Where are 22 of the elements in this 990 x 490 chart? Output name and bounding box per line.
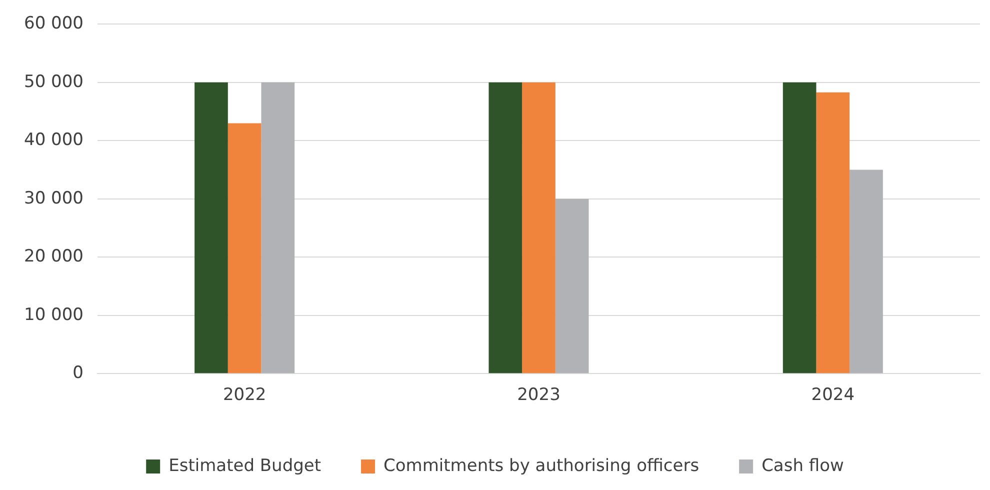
y-tick-label: 10 000	[24, 304, 84, 325]
bar	[194, 82, 228, 374]
bar	[488, 82, 522, 374]
bar	[555, 198, 589, 374]
y-tick-label: 0	[72, 363, 84, 384]
y-tick-label: 30 000	[24, 188, 84, 208]
legend-label: Commitments by authorising officers	[384, 456, 700, 476]
bar	[228, 123, 262, 374]
x-tick-label: 2022	[222, 385, 266, 406]
y-tick-label: 20 000	[24, 246, 84, 267]
y-tick-label: 50 000	[24, 72, 84, 92]
legend-label: Estimated Budget	[168, 456, 322, 476]
legend-label: Cash flow	[762, 456, 844, 476]
bar	[816, 92, 850, 374]
bar	[782, 82, 816, 374]
bar	[850, 170, 883, 374]
bar	[261, 82, 295, 374]
x-tick-label: 2023	[517, 385, 560, 406]
y-tick-label: 60 000	[24, 14, 84, 34]
bar	[522, 82, 556, 374]
x-tick-label: 2024	[811, 385, 855, 406]
y-tick-label: 40 000	[24, 130, 84, 150]
